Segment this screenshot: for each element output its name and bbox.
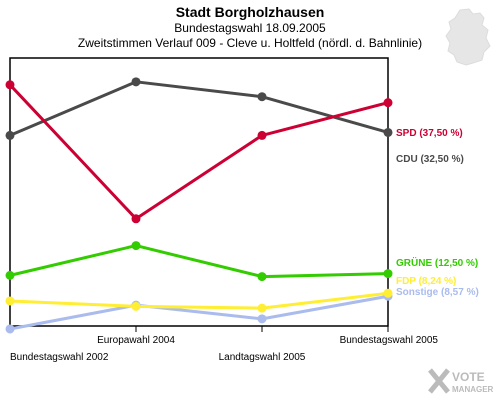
series-line-sonstige bbox=[9, 294, 389, 331]
data-point-cdu bbox=[257, 92, 267, 102]
germany-map-icon bbox=[445, 8, 491, 66]
data-point-sonstige bbox=[257, 314, 267, 324]
series-label-cdu: CDU (32,50 %) bbox=[396, 154, 464, 165]
data-point-spd bbox=[131, 214, 141, 224]
chart-description: Zweitstimmen Verlauf 009 - Cleve u. Holt… bbox=[77, 36, 423, 50]
data-point-grüne bbox=[131, 241, 141, 251]
series-line-spd bbox=[8, 83, 389, 221]
chart-title: Stadt Borgholzhausen bbox=[175, 4, 325, 20]
series-label-sonstige: Sonstige (8,57 %) bbox=[396, 287, 479, 298]
data-point-fdp bbox=[5, 296, 15, 306]
data-point-cdu bbox=[383, 127, 393, 137]
series-line-grüne bbox=[9, 244, 389, 279]
series-label-fdp: FDP (8,24 %) bbox=[396, 276, 456, 287]
data-point-grüne bbox=[257, 272, 267, 282]
data-point-fdp bbox=[131, 301, 141, 311]
plot-frame bbox=[9, 57, 389, 327]
data-point-grüne bbox=[383, 269, 393, 279]
data-point-grüne bbox=[5, 270, 15, 280]
vote-manager-logo: VOTE MANAGER bbox=[428, 368, 494, 394]
series-line-cdu bbox=[9, 80, 389, 137]
x-tick-label: Europawahl 2004 bbox=[97, 335, 175, 346]
data-point-cdu bbox=[131, 77, 141, 87]
x-tick-label: Landtagswahl 2005 bbox=[219, 352, 306, 363]
data-point-spd bbox=[5, 80, 15, 90]
data-point-spd bbox=[257, 130, 267, 140]
logo-text-vote: VOTE bbox=[452, 370, 485, 384]
data-point-sonstige bbox=[5, 324, 15, 334]
x-tick-label: Bundestagswahl 2002 bbox=[10, 352, 109, 363]
series-line-fdp bbox=[9, 291, 389, 310]
chart-subtitle: Bundestagswahl 18.09.2005 bbox=[174, 21, 326, 35]
data-point-fdp bbox=[257, 303, 267, 313]
series-label-spd: SPD (37,50 %) bbox=[396, 128, 463, 139]
vote-manager-x-icon bbox=[428, 368, 450, 394]
logo-text-manager: MANAGER bbox=[452, 385, 494, 394]
x-tick-label: Bundestagswahl 2005 bbox=[340, 335, 439, 346]
series-label-grüne: GRÜNE (12,50 %) bbox=[396, 256, 478, 269]
data-point-fdp bbox=[383, 288, 393, 298]
data-point-cdu bbox=[5, 130, 15, 140]
data-point-spd bbox=[383, 98, 393, 108]
